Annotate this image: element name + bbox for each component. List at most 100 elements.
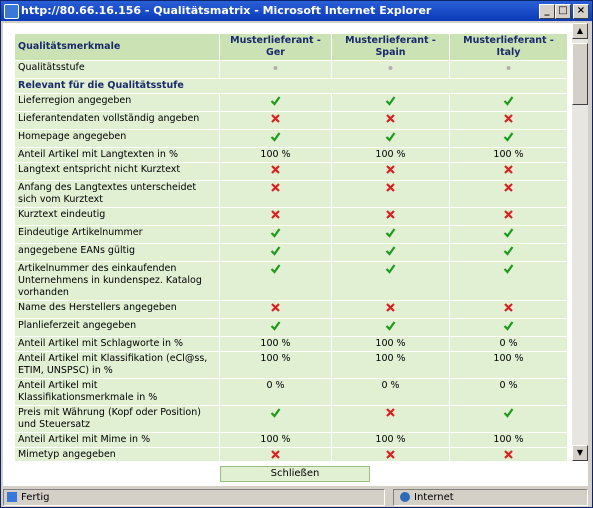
quality-table: Qualitätsmerkmale Musterlieferant - Ger Mu… [14, 33, 568, 461]
check-icon [270, 96, 281, 106]
title-bar: http://80.66.16.156 - Qualitätsmatrix - … [1, 1, 592, 21]
value-cell [331, 162, 450, 181]
check-icon [385, 321, 396, 331]
value-cell [331, 225, 450, 244]
close-page-button[interactable]: Schließen [220, 466, 370, 482]
check-icon [385, 132, 396, 142]
value-cell [449, 93, 568, 112]
table-row: Anteil Artikel mit Mime in % 100 % 100 % 10… [14, 432, 568, 448]
maximize-button[interactable]: □ [555, 4, 571, 19]
table-row: Name des Herstellers angegeben [14, 300, 568, 319]
section-title: Relevant für die Qualitätsstufe [14, 78, 568, 94]
check-icon [385, 228, 396, 238]
value-cell [219, 405, 332, 433]
table-row: angegebene EANs gültig [14, 243, 568, 262]
value-cell [449, 111, 568, 130]
criterion-label: Anteil Artikel mit Mime in % [14, 432, 220, 448]
status-bar: Fertig Internet [3, 488, 588, 506]
column-header: Musterlieferant - Ger [219, 33, 332, 61]
criterion-label: Preis mit Währung (Kopf oder Position) u… [14, 405, 220, 433]
criterion-label: Anteil Artikel mit Klassifikation (eCl@s… [14, 351, 220, 379]
table-row: Kurztext eindeutig [14, 207, 568, 226]
cross-icon [271, 450, 280, 459]
criterion-label: Name des Herstellers angegeben [14, 300, 220, 319]
value-cell [219, 111, 332, 130]
minimize-button[interactable]: _ [539, 4, 555, 19]
value-cell [219, 60, 332, 79]
value-cell: 100 % [331, 351, 450, 379]
table-row: Qualitätsstufe [14, 60, 568, 79]
criterion-label: Lieferantendaten vollständig angeben [14, 111, 220, 130]
check-icon [270, 408, 281, 418]
value-cell: 100 % [219, 336, 332, 352]
value-cell [219, 225, 332, 244]
value-cell [449, 318, 568, 337]
table-row: Anteil Artikel mit Schlagworte in % 100 %… [14, 336, 568, 352]
cross-icon [271, 183, 280, 192]
value-cell: 100 % [219, 147, 332, 163]
value-cell: 100 % [449, 147, 568, 163]
table-row: Anteil Artikel mit Langtexten in % 100 % 1… [14, 147, 568, 163]
cross-icon [271, 165, 280, 174]
scroll-up[interactable]: ▲ [572, 23, 588, 39]
value-cell [449, 261, 568, 301]
table-row: Lieferregion angegeben [14, 93, 568, 112]
value-cell [331, 207, 450, 226]
value-cell: 100 % [331, 432, 450, 448]
value-cell [449, 129, 568, 148]
value-cell [331, 180, 450, 208]
value-cell [331, 93, 450, 112]
scrollbar[interactable]: ▲ ▼ [572, 23, 588, 461]
column-header: Musterlieferant - Italy [449, 33, 568, 61]
check-icon [270, 264, 281, 274]
scroll-down[interactable]: ▼ [572, 445, 588, 461]
table-row: Eindeutige Artikelnummer [14, 225, 568, 244]
table-row: Mimetyp angegeben [14, 447, 568, 461]
cross-icon [504, 450, 513, 459]
value-cell [331, 261, 450, 301]
value-cell: 100 % [331, 147, 450, 163]
value-cell [219, 300, 332, 319]
value-cell [219, 447, 332, 461]
cross-icon [386, 303, 395, 312]
value-cell [331, 318, 450, 337]
check-icon [503, 96, 514, 106]
table-body: Qualitätsstufe Relevant für die Qualitäts… [14, 60, 568, 461]
value-cell [449, 162, 568, 181]
close-button[interactable]: × [573, 4, 589, 19]
value-cell: 0 % [449, 336, 568, 352]
table-row: Homepage angegeben [14, 129, 568, 148]
value-cell [219, 180, 332, 208]
value-cell [219, 93, 332, 112]
check-icon [503, 408, 514, 418]
zone-text: Internet [414, 492, 454, 503]
value-cell [449, 60, 568, 79]
cross-icon [271, 114, 280, 123]
column-header: Qualitätsmerkmale [14, 33, 220, 61]
value-cell [331, 60, 450, 79]
scroll-thumb[interactable] [572, 43, 588, 105]
check-icon [385, 264, 396, 274]
cross-icon [504, 210, 513, 219]
criterion-label: Anteil Artikel mit Langtexten in % [14, 147, 220, 163]
check-icon [503, 246, 514, 256]
criterion-label: Eindeutige Artikelnummer [14, 225, 220, 244]
cross-icon [386, 183, 395, 192]
cross-icon [386, 408, 395, 417]
dot-icon [506, 66, 511, 70]
value-cell [219, 318, 332, 337]
table-row: Artikelnummer des einkaufenden Unternehm… [14, 261, 568, 301]
criterion-label: Qualitätsstufe [14, 60, 220, 79]
table-row: Preis mit Währung (Kopf oder Position) u… [14, 405, 568, 433]
check-icon [385, 96, 396, 106]
check-icon [270, 132, 281, 142]
app-icon [4, 4, 19, 19]
cross-icon [386, 114, 395, 123]
criterion-label: Planlieferzeit angegeben [14, 318, 220, 337]
value-cell: 100 % [219, 432, 332, 448]
check-icon [270, 246, 281, 256]
column-header: Musterlieferant - Spain [331, 33, 450, 61]
check-icon [270, 228, 281, 238]
value-cell: 100 % [449, 351, 568, 379]
zone-panel: Internet [393, 489, 588, 506]
